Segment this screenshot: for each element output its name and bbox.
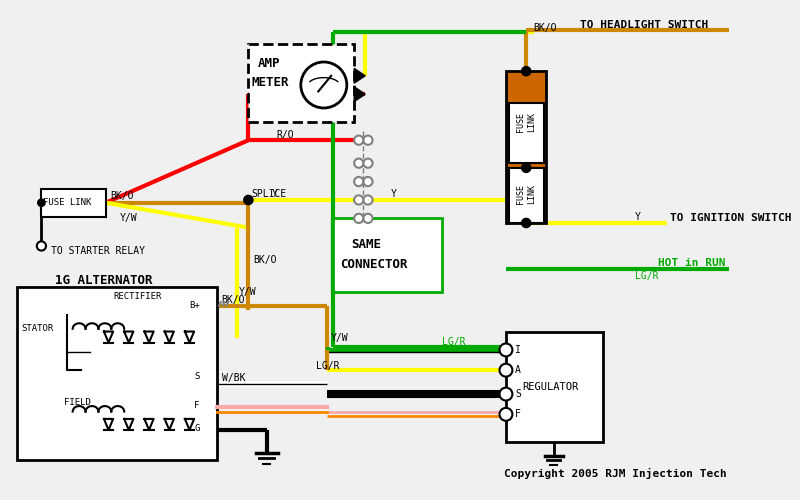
Text: BK/O: BK/O — [253, 255, 277, 265]
Text: LG/R: LG/R — [442, 336, 465, 346]
Text: Y: Y — [634, 212, 641, 222]
Text: FUSE
LINK: FUSE LINK — [517, 112, 536, 132]
Text: METER: METER — [251, 76, 289, 88]
Text: REGULATOR: REGULATOR — [522, 382, 578, 392]
Text: BK/O: BK/O — [534, 23, 557, 33]
Text: Y: Y — [271, 190, 278, 200]
Circle shape — [244, 196, 253, 204]
Text: F: F — [515, 410, 521, 420]
Bar — [248, 44, 354, 122]
Circle shape — [301, 62, 347, 108]
Text: B+: B+ — [190, 302, 200, 310]
Circle shape — [354, 158, 363, 168]
Text: R/O: R/O — [276, 130, 294, 140]
Text: G: G — [194, 424, 199, 432]
Bar — [509, 104, 544, 163]
Circle shape — [363, 177, 373, 186]
Text: Y: Y — [391, 190, 397, 200]
Circle shape — [363, 136, 373, 145]
Circle shape — [354, 214, 363, 223]
Text: STATOR: STATOR — [21, 324, 54, 334]
Circle shape — [363, 196, 373, 204]
Bar — [333, 218, 442, 292]
Text: S: S — [515, 389, 521, 399]
Text: BK/O: BK/O — [222, 296, 246, 306]
Circle shape — [38, 199, 45, 206]
Text: Y/W: Y/W — [239, 287, 257, 297]
Text: 1G ALTERNATOR: 1G ALTERNATOR — [55, 274, 153, 286]
Text: FIELD: FIELD — [64, 398, 91, 407]
Text: SPLICE: SPLICE — [251, 188, 286, 198]
Text: A: A — [515, 365, 521, 375]
Text: RECTIFIER: RECTIFIER — [113, 292, 162, 301]
Text: F: F — [194, 400, 199, 409]
Text: TO IGNITION SWITCH: TO IGNITION SWITCH — [670, 214, 791, 224]
Bar — [17, 288, 217, 461]
Circle shape — [499, 408, 512, 421]
Text: LG/R: LG/R — [317, 360, 340, 370]
Text: Y/W: Y/W — [331, 333, 349, 343]
Polygon shape — [354, 68, 366, 83]
Circle shape — [354, 196, 363, 204]
Text: BK/O: BK/O — [110, 192, 134, 202]
Bar — [506, 332, 602, 442]
Circle shape — [363, 158, 373, 168]
Text: LG/R: LG/R — [634, 272, 658, 281]
Circle shape — [37, 242, 46, 250]
Circle shape — [363, 214, 373, 223]
Circle shape — [499, 364, 512, 376]
Text: Y/W: Y/W — [119, 214, 138, 224]
Circle shape — [499, 344, 512, 356]
Text: AMP: AMP — [258, 58, 280, 70]
Text: Copyright 2005 RJM Injection Tech: Copyright 2005 RJM Injection Tech — [504, 468, 727, 478]
Circle shape — [354, 136, 363, 145]
Circle shape — [522, 218, 530, 228]
Bar — [509, 168, 544, 223]
Text: SAME: SAME — [351, 238, 382, 250]
Polygon shape — [354, 87, 366, 102]
Text: W/BK: W/BK — [222, 372, 246, 382]
Text: FUSE
LINK: FUSE LINK — [517, 184, 536, 204]
Circle shape — [522, 163, 530, 172]
Bar — [42, 189, 106, 216]
Text: I: I — [515, 345, 521, 355]
Text: HOT in RUN: HOT in RUN — [658, 258, 726, 268]
Bar — [506, 71, 546, 223]
Text: TO STARTER RELAY: TO STARTER RELAY — [50, 246, 145, 256]
Text: S: S — [194, 372, 199, 381]
Circle shape — [522, 66, 530, 76]
Text: CONNECTOR: CONNECTOR — [340, 258, 408, 271]
Circle shape — [354, 177, 363, 186]
Circle shape — [499, 388, 512, 400]
Text: FUSE LINK: FUSE LINK — [43, 198, 92, 207]
Text: TO HEADLIGHT SWITCH: TO HEADLIGHT SWITCH — [579, 20, 708, 30]
